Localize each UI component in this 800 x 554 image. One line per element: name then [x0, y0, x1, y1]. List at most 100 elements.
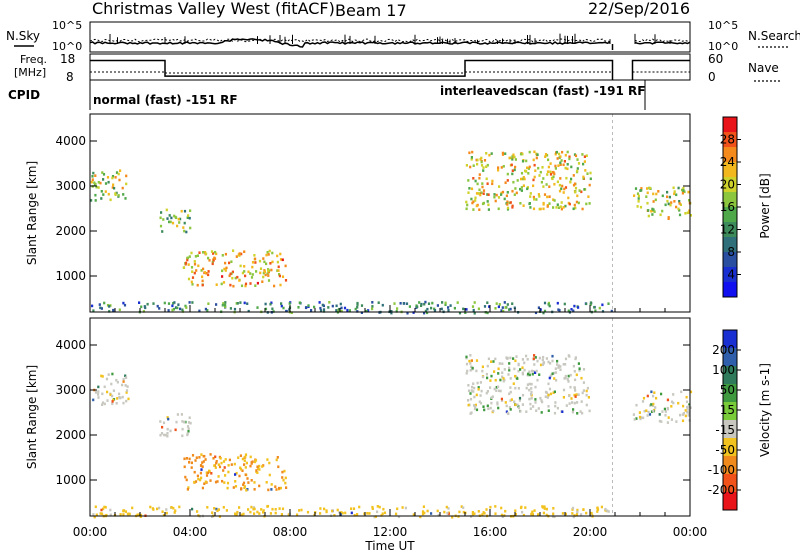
echo-cell: [576, 510, 579, 514]
echo-cell: [526, 383, 529, 386]
echo-cell: [532, 195, 535, 199]
echo-cell: [606, 509, 609, 513]
echo-cell: [544, 395, 547, 398]
echo-cell: [549, 362, 552, 365]
echo-cell: [277, 269, 280, 272]
echo-cell: [561, 150, 564, 154]
echo-cell: [276, 254, 279, 258]
echo-cell: [171, 304, 174, 308]
echo-cell: [193, 271, 196, 275]
echo-cell: [107, 373, 110, 376]
echo-cell: [635, 403, 638, 407]
echo-cell: [670, 201, 673, 204]
echo-cell: [541, 358, 544, 362]
echo-cell: [508, 362, 511, 365]
echo-cell: [209, 453, 212, 456]
echo-cell: [488, 305, 491, 308]
echo-cell: [125, 376, 128, 379]
echo-cell: [533, 150, 536, 154]
freq-panel: Freq. [MHz] 18 8 60 0 Nave: [14, 52, 782, 84]
echo-cell: [540, 399, 543, 402]
echo-cell: [251, 273, 254, 276]
echo-cell: [180, 413, 183, 416]
echo-cell: [500, 166, 503, 169]
echo-cell: [562, 206, 565, 209]
echo-cell: [551, 354, 554, 358]
echo-cell: [501, 190, 505, 194]
echo-cell: [304, 306, 308, 310]
echo-cell: [340, 306, 343, 310]
echo-cell: [518, 399, 521, 402]
echo-cell: [555, 206, 558, 209]
echo-cell: [480, 389, 483, 393]
echo-cell: [211, 262, 214, 266]
echo-cell: [264, 302, 267, 306]
echo-cell: [97, 186, 100, 189]
echo-cell: [465, 207, 468, 211]
echo-cell: [266, 272, 269, 275]
echo-cell: [232, 284, 235, 288]
echo-cell: [482, 192, 485, 195]
echo-cell: [202, 251, 205, 254]
echo-cell: [506, 303, 509, 306]
echo-cell: [543, 301, 547, 305]
velocity-echoes: [92, 318, 693, 519]
echo-cell: [366, 512, 369, 515]
echo-cell: [137, 513, 140, 516]
echo-cell: [485, 372, 488, 376]
echo-cell: [538, 356, 541, 360]
echo-cell: [258, 468, 261, 471]
echo-cell: [563, 302, 566, 306]
echo-cell: [280, 304, 283, 308]
echo-cell: [273, 284, 276, 288]
echo-cell: [547, 405, 550, 408]
echo-cell: [222, 302, 225, 305]
echo-cell: [244, 455, 247, 459]
echo-cell: [501, 515, 504, 518]
echo-cell: [481, 182, 484, 185]
echo-cell: [580, 513, 583, 516]
echo-cell: [240, 252, 243, 256]
colorbar-frame: [722, 329, 738, 511]
echo-cell: [249, 282, 252, 285]
echo-cell: [261, 465, 264, 468]
echo-cell: [549, 170, 552, 174]
echo-cell: [460, 505, 463, 508]
echo-cell: [572, 309, 575, 313]
echo-cell: [559, 177, 562, 180]
echo-cell: [171, 308, 174, 312]
echo-cell: [262, 511, 265, 514]
echo-cell: [183, 209, 187, 213]
echo-cell: [547, 301, 550, 305]
echo-cell: [482, 201, 485, 205]
echo-cell: [517, 406, 521, 410]
echo-cell: [501, 375, 504, 379]
echo-cell: [100, 508, 103, 512]
echo-cell: [103, 301, 106, 305]
echo-cell: [453, 306, 456, 310]
echo-cell: [313, 305, 316, 309]
echo-cell: [491, 182, 494, 186]
echo-cell: [521, 510, 524, 514]
colorbar-segment: [723, 456, 737, 475]
echo-cell: [175, 420, 178, 424]
echo-cell: [576, 169, 579, 173]
echo-cell: [660, 420, 663, 423]
echo-cell: [559, 205, 562, 208]
echo-cell: [682, 404, 685, 408]
echo-cell: [185, 457, 188, 460]
echo-cell: [224, 269, 227, 272]
echo-cell: [572, 207, 575, 211]
echo-cell: [189, 226, 192, 230]
echo-cell: [553, 199, 556, 202]
echo-cell: [581, 153, 584, 156]
ytick-label: 4000: [55, 338, 86, 352]
echo-cell: [681, 419, 685, 423]
echo-cell: [224, 301, 227, 304]
echo-cell: [181, 434, 184, 438]
echo-cell: [160, 211, 163, 214]
echo-cell: [201, 461, 204, 464]
echo-cell: [651, 207, 654, 211]
echo-cell: [573, 203, 576, 207]
echo-cell: [100, 307, 103, 310]
